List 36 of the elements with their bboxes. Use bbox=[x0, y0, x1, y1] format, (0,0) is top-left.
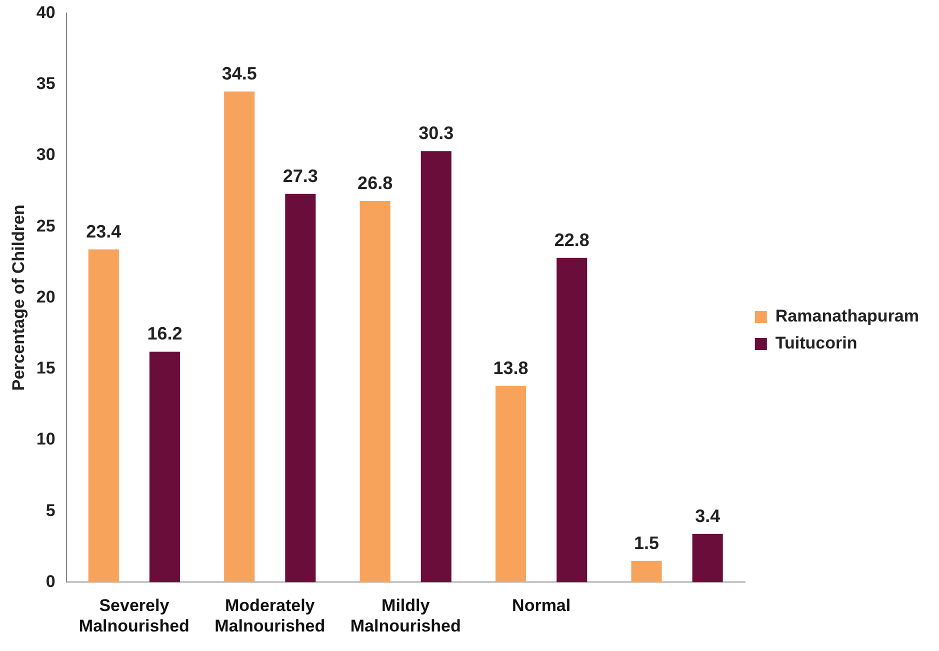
data-label: 3.4 bbox=[695, 506, 720, 526]
bar bbox=[420, 151, 452, 582]
y-tick-label: 5 bbox=[46, 500, 56, 520]
bar bbox=[360, 200, 390, 582]
legend-label: Tuitucorin bbox=[775, 334, 858, 353]
y-tick-label: 20 bbox=[36, 287, 56, 306]
y-tick-label: 35 bbox=[36, 74, 56, 94]
data-label: 27.3 bbox=[282, 166, 318, 186]
x-tick-label: Normal bbox=[512, 596, 571, 616]
bar bbox=[692, 534, 723, 582]
data-label: 34.5 bbox=[222, 63, 257, 84]
x-tick-label: Severely Malnourished bbox=[78, 596, 190, 636]
y-tick-label: 40 bbox=[36, 2, 56, 22]
y-tick-label: 10 bbox=[36, 430, 56, 449]
y-tick-label: 30 bbox=[36, 145, 56, 164]
bar bbox=[224, 91, 255, 582]
bar bbox=[88, 249, 119, 582]
legend-label: Ramanathapuram bbox=[775, 306, 920, 326]
data-label: 30.3 bbox=[418, 123, 454, 144]
bar bbox=[496, 386, 526, 582]
data-label: 16.2 bbox=[147, 324, 182, 344]
y-tick-label: 0 bbox=[46, 572, 56, 591]
data-label: 22.8 bbox=[554, 230, 590, 250]
x-tick-label: Moderately Malnourished bbox=[214, 596, 326, 636]
y-tick-label: 25 bbox=[36, 216, 56, 236]
bar bbox=[149, 352, 180, 582]
data-label: 23.4 bbox=[86, 221, 122, 242]
y-axis-title: Percentage of Children bbox=[8, 204, 28, 391]
y-tick-label: 15 bbox=[36, 358, 56, 378]
bar bbox=[556, 258, 588, 582]
bar bbox=[631, 560, 662, 582]
data-label: 26.8 bbox=[358, 172, 393, 193]
data-label: 13.8 bbox=[493, 358, 528, 378]
x-tick-label: Mildly Malnourished bbox=[350, 596, 461, 636]
bar bbox=[285, 194, 316, 582]
data-label: 1.5 bbox=[634, 532, 660, 553]
